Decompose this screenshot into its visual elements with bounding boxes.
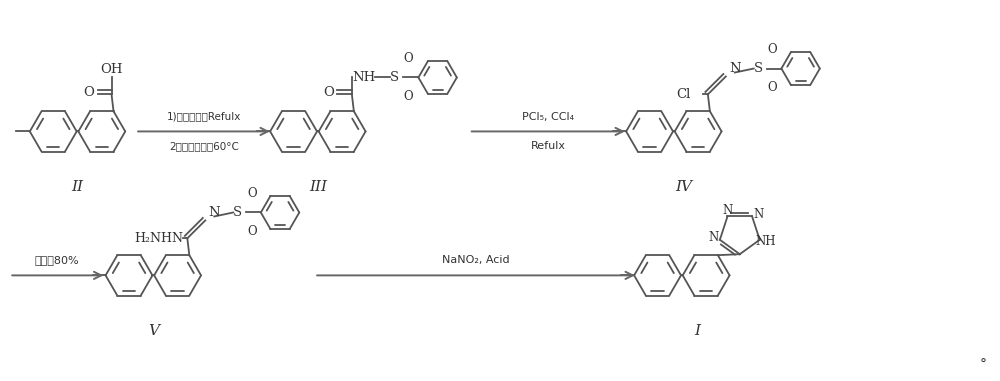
Text: Refulx: Refulx (531, 141, 566, 151)
Text: N: N (722, 204, 733, 217)
Text: N: N (729, 62, 740, 75)
Text: OH: OH (100, 64, 123, 77)
Text: NH: NH (755, 235, 776, 248)
Text: O: O (768, 82, 777, 94)
Text: NH: NH (352, 71, 375, 84)
Text: O: O (247, 187, 257, 200)
Text: N: N (709, 231, 719, 244)
Text: V: V (148, 323, 159, 338)
Text: 1)氯化亚砧，Refulx: 1)氯化亚砧，Refulx (167, 112, 241, 122)
Text: N: N (208, 207, 220, 219)
Text: 2）苯磺酰胺，60°C: 2）苯磺酰胺，60°C (169, 141, 239, 151)
Text: PCl₅, CCl₄: PCl₅, CCl₄ (522, 112, 574, 122)
Text: O: O (323, 86, 334, 99)
Text: O: O (768, 43, 777, 56)
Text: NaNO₂, Acid: NaNO₂, Acid (442, 255, 510, 266)
Text: °: ° (980, 358, 987, 372)
Text: IV: IV (675, 179, 692, 194)
Text: O: O (404, 51, 413, 64)
Text: O: O (404, 90, 413, 103)
Text: O: O (247, 226, 257, 239)
Text: III: III (309, 179, 327, 194)
Text: 水合肼80%: 水合肼80% (35, 255, 80, 266)
Text: O: O (84, 86, 95, 99)
Text: I: I (694, 323, 700, 338)
Text: S: S (754, 62, 763, 75)
Text: H₂NHN: H₂NHN (134, 232, 183, 245)
Text: N: N (753, 208, 763, 221)
Text: S: S (390, 71, 399, 84)
Text: S: S (233, 206, 242, 219)
Text: Cl: Cl (677, 88, 691, 101)
Text: II: II (72, 179, 84, 194)
